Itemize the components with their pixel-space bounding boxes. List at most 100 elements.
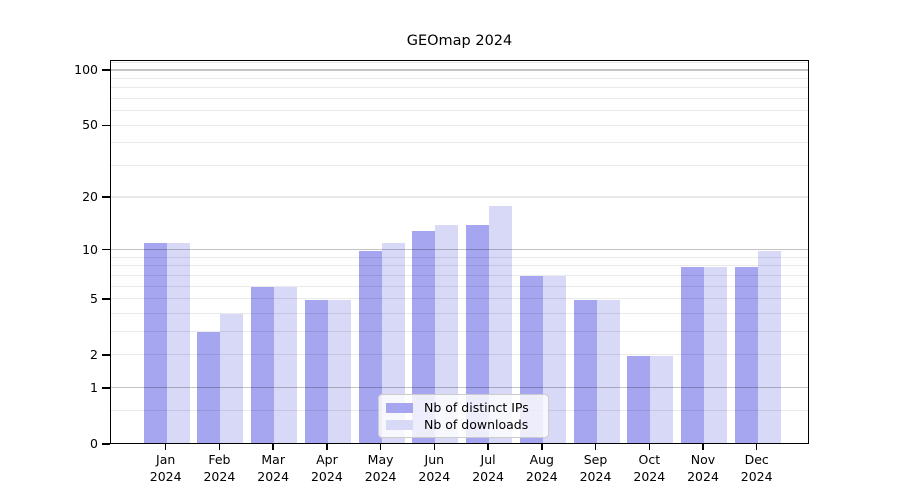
y-tick-mark: [102, 443, 110, 445]
bar-ips-dec: [734, 266, 758, 443]
bar-ips-sep: [573, 299, 597, 443]
bar-downloads-jun: [435, 225, 459, 443]
y-tick-mark: [102, 248, 110, 251]
x-tick-year: 2024: [149, 469, 182, 484]
bar-downloads-apr: [327, 299, 351, 443]
x-tick-label-mar: Mar 2024: [241, 451, 305, 485]
x-tick-month: Oct: [638, 452, 661, 467]
major-gridline: [111, 69, 808, 71]
bar-downloads-nov: [704, 266, 727, 443]
legend-item-downloads: Nb of downloads: [386, 416, 541, 433]
minor-gridline: [111, 97, 808, 99]
legend-label-downloads: Nb of downloads: [424, 417, 529, 432]
bar-ips-jun: [412, 230, 436, 443]
bar-downloads-mar: [274, 287, 298, 443]
bar-ips-nov: [681, 266, 704, 443]
x-tick-mark: [326, 444, 328, 450]
minor-gridline: [111, 77, 808, 79]
x-tick-year: 2024: [687, 469, 719, 484]
minor-gridline: [111, 164, 808, 167]
bar-downloads-jan: [166, 243, 190, 443]
x-tick-mark: [379, 444, 382, 450]
x-tick-mark: [755, 444, 758, 450]
bar-ips-jan: [143, 243, 167, 443]
legend-swatch-downloads: [386, 419, 413, 430]
minor-gridline: [111, 274, 808, 276]
x-tick-label-dec: Dec 2024: [725, 451, 789, 485]
y-tick-mark: [102, 298, 110, 300]
x-tick-month: Dec: [744, 452, 769, 467]
minor-gridline: [111, 256, 808, 258]
x-tick-label-oct: Oct 2024: [617, 451, 681, 485]
x-tick-month: Apr: [316, 452, 338, 467]
minor-gridline: [111, 110, 808, 112]
x-tick-label-jul: Jul 2024: [456, 451, 520, 485]
x-tick-label-apr: Apr 2024: [295, 451, 359, 485]
legend-item-distinct-ips: Nb of distinct IPs: [386, 399, 541, 416]
minor-gridline: [111, 124, 808, 126]
y-tick-label: 20: [82, 189, 98, 205]
y-tick-mark: [102, 387, 110, 389]
major-gridline: [111, 248, 808, 251]
grid-layer: [111, 61, 808, 443]
bar-ips-mar: [251, 287, 275, 443]
minor-gridline: [111, 330, 808, 332]
x-tick-label-jun: Jun 2024: [402, 451, 466, 485]
x-tick-year: 2024: [203, 469, 236, 484]
bar-ips-oct: [627, 355, 651, 443]
x-tick-month: Jun: [424, 452, 445, 467]
minor-gridline: [111, 142, 808, 144]
x-tick-year: 2024: [633, 469, 666, 484]
x-tick-year: 2024: [310, 469, 343, 484]
bar-downloads-may: [381, 243, 405, 443]
bar-layer: [111, 61, 808, 443]
x-tick-month: Nov: [690, 452, 716, 467]
x-tick-mark: [272, 444, 274, 450]
x-tick-year: 2024: [418, 469, 451, 484]
bar-ips-feb: [197, 332, 221, 443]
y-tick-label: 10: [82, 241, 98, 257]
x-tick-year: 2024: [364, 469, 397, 484]
bar-downloads-dec: [757, 250, 781, 443]
bar-downloads-oct: [650, 355, 674, 443]
x-tick-mark: [594, 444, 597, 450]
x-tick-mark: [164, 444, 167, 450]
y-tick-label: 5: [90, 290, 98, 306]
x-tick-month: Jan: [156, 452, 176, 467]
x-tick-label-may: May 2024: [349, 451, 413, 485]
y-tick-label: 50: [82, 117, 98, 133]
x-tick-month: Feb: [208, 452, 231, 467]
minor-gridline: [111, 87, 808, 89]
chart-title: GEOmap 2024: [406, 33, 513, 49]
minor-gridline: [111, 265, 808, 267]
y-tick-label: 0: [90, 436, 98, 451]
legend-swatch-distinct-ips: [386, 402, 413, 413]
y-tick-label: 100: [74, 62, 98, 77]
x-tick-mark: [541, 444, 543, 450]
minor-gridline: [111, 61, 808, 63]
y-tick-mark: [102, 124, 110, 127]
legend-label-distinct-ips: Nb of distinct IPs: [424, 400, 529, 415]
plot-area: [110, 60, 809, 444]
x-tick-mark: [433, 444, 436, 450]
bar-ips-jul: [466, 225, 490, 443]
bar-downloads-jul: [489, 206, 513, 443]
x-tick-year: 2024: [525, 469, 558, 484]
x-tick-month: Aug: [529, 452, 554, 467]
x-tick-year: 2024: [740, 469, 773, 484]
legend: Nb of distinct IPs Nb of downloads: [378, 394, 549, 438]
x-tick-mark: [218, 444, 221, 450]
x-tick-label-feb: Feb 2024: [187, 451, 251, 485]
x-tick-mark: [702, 444, 704, 450]
x-tick-year: 2024: [472, 469, 504, 484]
x-tick-mark: [648, 444, 651, 450]
y-tick-mark: [102, 69, 110, 71]
x-tick-year: 2024: [579, 469, 612, 484]
x-tick-label-sep: Sep 2024: [564, 451, 628, 485]
minor-gridline: [111, 285, 808, 287]
x-tick-month: Jul: [480, 452, 496, 467]
minor-gridline: [111, 312, 808, 314]
major-gridline: [111, 387, 808, 389]
x-tick-month: May: [367, 452, 394, 467]
bar-downloads-sep: [596, 299, 620, 443]
